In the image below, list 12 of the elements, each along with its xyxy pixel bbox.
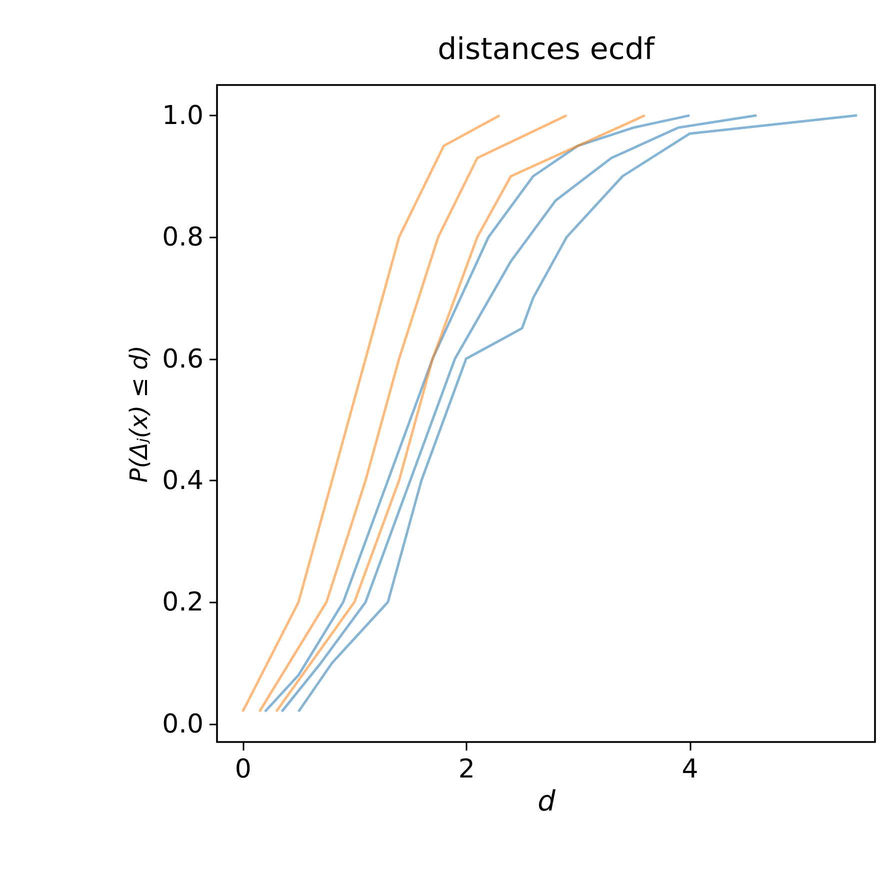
y-tick-label: 1.0	[162, 100, 204, 131]
y-tick-label: 0.6	[162, 344, 204, 374]
y-tick-label: 0.0	[162, 709, 204, 740]
x-tick-label: 2	[458, 754, 475, 784]
y-tick-label: 0.2	[162, 588, 204, 618]
chart-title: distances ecdf	[438, 32, 656, 67]
y-tick-label: 0.4	[162, 466, 204, 496]
x-tick-label: 4	[682, 754, 698, 784]
y-tick-label: 0.8	[162, 222, 204, 253]
x-tick-label: 0	[234, 754, 252, 784]
x-axis-title: d	[538, 784, 556, 818]
y-axis-title: P(Δⱼ(x) ≤ d)	[125, 345, 154, 483]
